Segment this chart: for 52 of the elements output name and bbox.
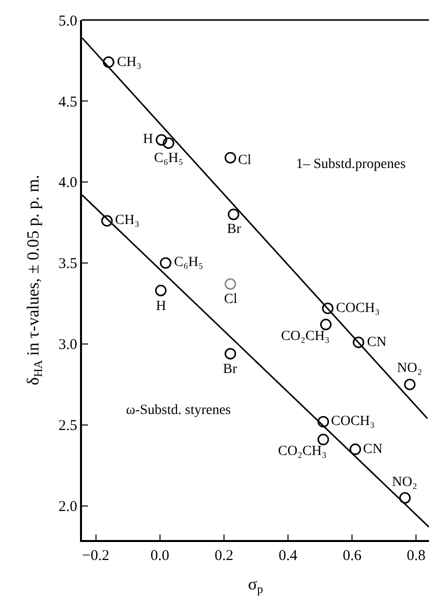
x-tick-label: 0.2 — [214, 548, 234, 564]
annotation: H — [143, 132, 154, 147]
y-tick-label: 5.0 — [58, 13, 78, 30]
annotation: CO₂CH₃ — [281, 329, 330, 344]
point — [318, 416, 330, 428]
annotation: Br — [223, 362, 238, 377]
point — [156, 134, 168, 146]
point — [352, 336, 364, 348]
point — [160, 257, 172, 269]
annotation: CH₃ — [117, 55, 142, 70]
point — [350, 444, 362, 456]
point — [318, 434, 330, 446]
point — [404, 378, 416, 390]
x-tick-label: 0.6 — [342, 548, 362, 564]
point — [162, 137, 174, 149]
y-tick-label: 4.0 — [58, 175, 78, 192]
x-axis-title: σ$_{p}$ — [248, 574, 264, 596]
y-tick-label: 2.0 — [58, 499, 78, 516]
y-tick-label: 4.5 — [58, 94, 78, 110]
annotation: ω-Substd. styrenes — [126, 403, 231, 418]
annotation: CH₃ — [115, 213, 140, 228]
x-tick-label: 0.8 — [406, 548, 426, 564]
x-tick-label: 0.0 — [150, 548, 170, 564]
annotation: COCH₃ — [331, 414, 375, 429]
x-tick-label: −0.2 — [82, 548, 110, 564]
annotation: CO₂CH₃ — [278, 444, 327, 459]
point — [320, 318, 332, 330]
point — [101, 215, 113, 227]
annotation: H — [156, 299, 166, 314]
annotation: NO₂ — [392, 475, 418, 490]
annotation: CN — [363, 442, 382, 457]
point — [155, 284, 167, 296]
y-tick-label: 2.5 — [58, 418, 78, 434]
y-tick-label: 3.5 — [58, 256, 78, 272]
point — [224, 152, 236, 164]
point — [224, 278, 236, 290]
annotation: Br — [227, 222, 242, 237]
point — [228, 208, 240, 220]
annotation: C₆H₅ — [174, 255, 204, 270]
point — [322, 302, 334, 314]
point — [224, 348, 236, 360]
annotation: NO₂ — [397, 361, 422, 376]
x-tick-label: 0.4 — [278, 548, 298, 564]
point — [102, 56, 114, 68]
annotation: C₆H₅ — [154, 151, 184, 166]
annotation: COCH₃ — [336, 301, 380, 316]
annotation: 1– Substd.propenes — [296, 157, 406, 172]
y-tick-label: 3.0 — [58, 337, 78, 354]
annotation: CN — [367, 335, 386, 350]
annotation: Cl — [224, 292, 238, 307]
point — [399, 492, 411, 504]
annotation: Cl — [238, 153, 252, 168]
